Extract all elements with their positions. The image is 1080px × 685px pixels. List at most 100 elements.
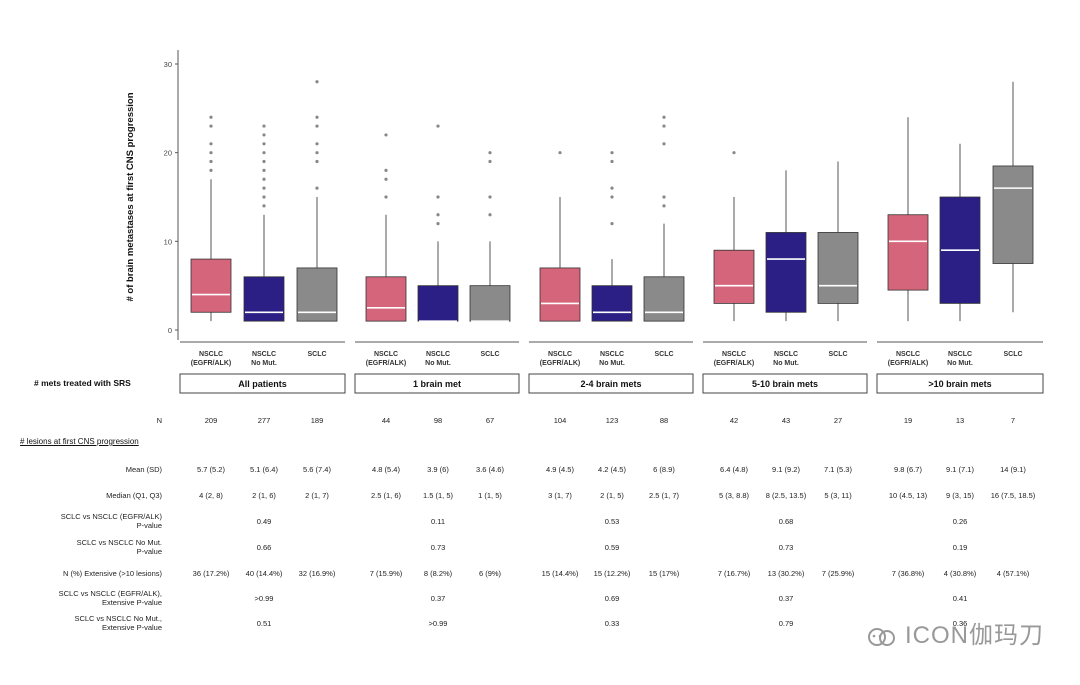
category-label: (EGFR/ALK) — [366, 360, 406, 367]
cell-median: 2 (1, 5) — [600, 491, 624, 500]
cell-n: 209 — [205, 416, 218, 425]
cell-p-nomut: 0.59 — [605, 543, 620, 552]
outlier-point — [384, 195, 388, 199]
box — [469, 285, 511, 322]
box — [643, 276, 685, 322]
y-tick-label: 10 — [164, 237, 172, 246]
cell-median: 2 (1, 6) — [252, 491, 276, 500]
cell-extensive: 40 (14.4%) — [246, 569, 283, 578]
row-label-mean: Mean (SD) — [126, 465, 163, 474]
cell-n: 19 — [904, 416, 912, 425]
outlier-point — [662, 204, 666, 208]
cell-ext-p-egfr: 0.41 — [953, 594, 968, 603]
cell-p-egfr: 0.11 — [431, 517, 445, 526]
cell-ext-p-nomut: >0.99 — [429, 619, 448, 628]
outlier-point — [209, 124, 213, 128]
box — [713, 249, 755, 304]
group-label-box — [702, 373, 868, 394]
cell-ext-p-egfr: >0.99 — [255, 594, 274, 603]
outlier-point — [610, 186, 614, 190]
outlier-point — [436, 195, 440, 199]
cell-mean: 5.7 (5.2) — [197, 465, 225, 474]
row-label-ext-p-egfr: Extensive P-value — [102, 598, 162, 607]
outlier-point — [262, 195, 266, 199]
outlier-point — [610, 159, 614, 164]
cell-extensive: 15 (12.2%) — [594, 569, 631, 578]
box — [591, 285, 633, 322]
category-label: NSCLC — [774, 351, 798, 358]
category-label: SCLC — [654, 351, 673, 358]
box — [817, 232, 859, 304]
cell-mean: 5.6 (7.4) — [303, 465, 331, 474]
category-label: NSCLC — [374, 351, 398, 358]
cell-ext-p-nomut: 0.33 — [605, 619, 620, 628]
outlier-point — [488, 151, 492, 155]
row-label-p-nomut: SCLC vs NSCLC No Mut. — [77, 538, 162, 547]
outlier-point — [662, 115, 666, 119]
cell-p-nomut: 0.73 — [779, 543, 794, 552]
cell-mean: 5.1 (6.4) — [250, 465, 278, 474]
group-label: All patients — [238, 379, 287, 389]
row-label-p-egfr: P-value — [137, 521, 162, 530]
category-label: NSCLC — [252, 351, 276, 358]
category-label: NSCLC — [199, 351, 223, 358]
cell-extensive: 32 (16.9%) — [299, 569, 336, 578]
cell-ext-p-nomut: 0.51 — [257, 619, 272, 628]
cell-median: 3 (1, 7) — [548, 491, 572, 500]
cell-n: 277 — [258, 416, 271, 425]
cell-median: 1.5 (1, 5) — [423, 491, 454, 500]
category-label: (EGFR/ALK) — [888, 360, 928, 367]
category-label: No Mut. — [425, 360, 451, 367]
outlier-point — [262, 159, 266, 164]
cell-mean: 4.8 (5.4) — [372, 465, 400, 474]
cell-median: 2.5 (1, 6) — [371, 491, 402, 500]
cell-p-egfr: 0.49 — [257, 517, 272, 526]
outlier-point — [315, 186, 319, 190]
cell-median: 2 (1, 7) — [305, 491, 329, 500]
category-label: NSCLC — [600, 351, 624, 358]
outlier-point — [262, 124, 266, 128]
category-label: NSCLC — [896, 351, 920, 358]
outlier-point — [262, 133, 266, 137]
outlier-point — [262, 151, 266, 155]
cell-n: 189 — [311, 416, 324, 425]
category-label: NSCLC — [548, 351, 572, 358]
cell-median: 16 (7.5, 18.5) — [991, 491, 1036, 500]
outlier-point — [488, 195, 492, 199]
group-label: >10 brain mets — [928, 379, 991, 389]
category-label: No Mut. — [599, 360, 625, 367]
outlier-point — [209, 142, 213, 146]
outlier-point — [558, 151, 562, 155]
box — [417, 285, 459, 322]
row-label-ext-p-nomut: Extensive P-value — [102, 623, 162, 632]
cell-median: 9 (3, 15) — [946, 491, 974, 500]
cell-ext-p-nomut: 0.79 — [779, 619, 794, 628]
row-label-median: Median (Q1, Q3) — [106, 491, 162, 500]
group-label: 5-10 brain mets — [752, 379, 818, 389]
cell-extensive: 4 (57.1%) — [997, 569, 1030, 578]
cell-extensive: 7 (16.7%) — [718, 569, 751, 578]
cell-mean: 7.1 (5.3) — [824, 465, 852, 474]
outlier-point — [315, 115, 319, 119]
cell-median: 5 (3, 8.8) — [719, 491, 750, 500]
cell-extensive: 15 (14.4%) — [542, 569, 579, 578]
cell-p-nomut: 0.66 — [257, 543, 272, 552]
wechat-logo-icon — [868, 627, 895, 646]
row-label-extensive: N (%) Extensive (>10 lesions) — [63, 569, 162, 578]
outlier-point — [209, 151, 213, 155]
box — [296, 267, 338, 322]
outlier-point — [662, 124, 666, 128]
box — [539, 267, 581, 322]
category-label: (EGFR/ALK) — [191, 360, 231, 367]
box — [243, 276, 285, 322]
cell-ext-p-egfr: 0.69 — [605, 594, 620, 603]
watermark: ICON伽玛刀 — [865, 615, 1044, 650]
y-axis-title: # of brain metastases at first CNS progr… — [125, 92, 136, 301]
row-label-p-nomut: P-value — [137, 547, 162, 556]
cell-extensive: 7 (36.8%) — [892, 569, 925, 578]
category-label: SCLC — [480, 351, 499, 358]
outlier-point — [384, 168, 388, 172]
row-label-p-egfr: SCLC vs NSCLC (EGFR/ALK) — [61, 512, 163, 521]
row-label-ext-p-nomut: SCLC vs NSCLC No Mut., — [74, 614, 162, 623]
y-tick-label: 20 — [164, 149, 172, 158]
